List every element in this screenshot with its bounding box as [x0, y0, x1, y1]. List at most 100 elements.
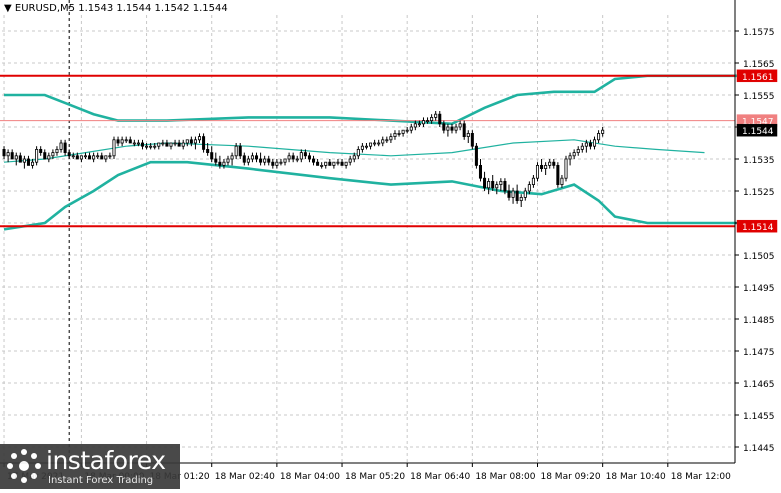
- candle-body: [202, 136, 206, 150]
- candle-body: [438, 113, 442, 125]
- candle-body: [22, 158, 26, 163]
- candle-body: [140, 142, 145, 147]
- candle: [181, 139, 185, 150]
- candle: [202, 133, 206, 153]
- candle: [430, 114, 434, 124]
- candle-body: [230, 155, 234, 160]
- candle-body: [177, 142, 181, 147]
- candle: [22, 155, 26, 169]
- candle-body: [206, 148, 210, 153]
- grid: [2, 15, 735, 463]
- candle: [454, 123, 458, 134]
- candle-body: [348, 158, 352, 163]
- candle: [491, 175, 495, 191]
- candle-body: [527, 184, 531, 192]
- candle-body: [548, 161, 552, 166]
- y-tick-label: 1.1475: [743, 348, 775, 358]
- candle: [267, 155, 271, 166]
- candle-body: [10, 152, 14, 160]
- candle: [263, 155, 267, 166]
- candle-body: [560, 177, 564, 185]
- candle-body: [259, 158, 263, 163]
- candle-body: [250, 155, 254, 160]
- candle-body: [169, 142, 173, 147]
- candle-body: [83, 155, 88, 158]
- candle: [177, 139, 181, 147]
- candle: [214, 152, 218, 166]
- candle-body: [26, 158, 30, 166]
- candle: [51, 149, 55, 159]
- y-tick-label: 1.1525: [743, 188, 775, 198]
- candle-body: [381, 139, 385, 144]
- candle-body: [234, 145, 238, 157]
- candle: [438, 111, 442, 127]
- symbol-timeframe: EURUSD,M5: [14, 3, 76, 14]
- candle-body: [132, 142, 136, 145]
- dropdown-triangle-icon[interactable]: ▼: [4, 3, 12, 14]
- candle: [552, 159, 556, 169]
- y-tick-label: 1.1455: [743, 412, 775, 422]
- candle: [385, 136, 389, 143]
- candle-body: [426, 120, 430, 122]
- candle: [173, 139, 177, 147]
- price-tag-1.1561: 1.1561: [736, 69, 778, 83]
- candle-body: [295, 158, 299, 161]
- candle: [564, 155, 568, 182]
- candle: [145, 143, 149, 150]
- candle: [92, 152, 96, 163]
- candle: [332, 161, 336, 169]
- candle-body: [157, 142, 161, 147]
- candle-body: [405, 129, 409, 132]
- y-tick-label: 1.1485: [743, 316, 775, 326]
- candle: [446, 123, 450, 137]
- candle-body: [96, 155, 100, 158]
- price-tag-label: 1.1544: [742, 127, 774, 137]
- candle-body: [153, 145, 157, 148]
- candle-body: [584, 142, 588, 147]
- candle-body: [312, 158, 316, 163]
- candle: [283, 158, 287, 166]
- candle-body: [39, 148, 43, 153]
- candle: [434, 111, 438, 121]
- candle-body: [364, 145, 368, 148]
- candle: [588, 139, 592, 150]
- candle: [185, 139, 189, 147]
- candle-body: [71, 155, 75, 158]
- candle-body: [165, 142, 169, 147]
- candle-body: [6, 152, 10, 157]
- candle-body: [523, 190, 527, 198]
- candle-body: [377, 142, 381, 145]
- candle: [303, 149, 307, 159]
- x-tick-label: 18 Mar 08:00: [475, 472, 535, 482]
- candle-body: [401, 129, 405, 134]
- price-tag-1.1514: 1.1514: [736, 219, 778, 233]
- candle: [31, 159, 35, 169]
- candle: [254, 152, 259, 163]
- candle-body: [356, 148, 360, 157]
- candle-body: [369, 142, 373, 147]
- candle: [417, 120, 421, 127]
- candle-body: [279, 161, 283, 164]
- candle-body: [161, 142, 165, 145]
- candle-body: [450, 126, 454, 131]
- candle-body: [214, 158, 218, 163]
- candle: [405, 127, 409, 134]
- candle-body: [478, 164, 483, 179]
- candle-body: [299, 152, 303, 160]
- candle-body: [104, 155, 108, 160]
- x-tick-label: 18 Mar 05:20: [345, 472, 405, 482]
- candle-body: [316, 161, 320, 166]
- candle: [348, 155, 352, 166]
- candle: [120, 136, 124, 147]
- candle-body: [434, 113, 438, 118]
- candle: [503, 178, 507, 195]
- candle-body: [462, 123, 466, 138]
- price-tag-label: 1.1514: [742, 223, 774, 233]
- candle: [307, 152, 311, 163]
- candle-body: [552, 161, 556, 166]
- candle-body: [572, 152, 576, 157]
- candle-body: [544, 164, 548, 169]
